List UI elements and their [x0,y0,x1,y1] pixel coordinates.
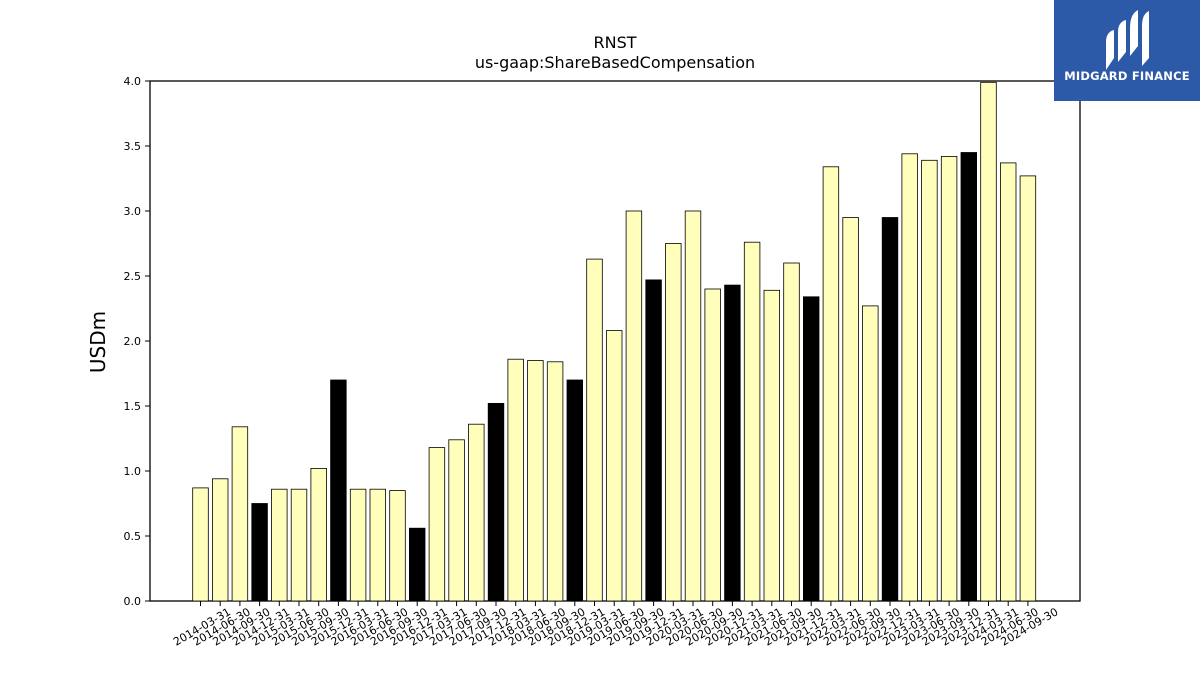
y-tick-label: 3.5 [124,140,142,153]
bar-2018-06-30 [527,360,544,602]
x-axis: 2014-03-312014-06-302014-09-302014-12-31… [171,601,1060,649]
bar-2015-09-30 [310,467,327,602]
y-tick-label: 3.0 [124,205,142,218]
bar-2023-03-31 [901,153,918,602]
bar-2019-12-31 [645,279,662,602]
bar-2022-03-31 [822,166,840,602]
y-tick-label: 1.5 [124,400,142,413]
y-tick-label: 1.0 [124,465,142,478]
bar-2015-03-31 [271,488,288,602]
bar-2019-03-31 [586,258,603,602]
bar-2021-03-31 [743,241,761,602]
bar-2014-03-31 [192,487,209,602]
bar-2021-12-31 [803,296,820,602]
y-tick-label: 0.5 [124,530,142,543]
y-axis: 0.0 0.5 1.0 1.5 2.0 2.5 3.0 3.5 4.0 [124,75,150,608]
y-tick-label: 4.0 [124,75,142,88]
bar-2024-09-30 [1019,175,1037,602]
bar-2023-12-31 [960,152,978,602]
bar-2023-06-30 [921,159,938,602]
bar-2021-09-30 [783,262,800,602]
bar-2017-09-30 [468,423,485,602]
y-tick-label: 2.5 [124,270,142,283]
bar-2015-12-31 [330,379,347,602]
bar-2016-03-31 [349,488,367,602]
bar-2024-03-31 [980,81,997,602]
chart-subtitle: us-gaap:ShareBasedCompensation [475,53,755,72]
bar-2014-12-31 [251,503,268,602]
bar-2024-06-30 [1000,162,1017,602]
bar-2018-09-30 [546,361,564,602]
bar-2018-12-31 [566,379,584,602]
bar-2019-06-30 [606,330,623,602]
bar-2022-06-30 [842,217,859,602]
bar-2016-06-30 [369,488,387,602]
bar-2020-12-31 [724,284,741,602]
bar-2017-06-30 [448,439,465,602]
bar-2015-06-30 [290,488,308,602]
bar-2022-12-31 [881,217,899,602]
bar-2023-09-30 [940,155,958,602]
bar-2021-06-30 [763,289,781,602]
chart-title: RNST [593,33,636,52]
bar-2019-09-30 [625,210,643,602]
bar-2016-12-31 [408,527,426,602]
y-tick-label: 0.0 [124,595,142,608]
bars [192,81,1037,602]
bar-2022-09-30 [862,305,879,602]
bar-2018-03-31 [507,358,524,602]
bar-2016-09-30 [389,490,406,602]
bar-2020-09-30 [704,288,721,602]
y-tick-label: 2.0 [124,335,142,348]
bar-2020-03-31 [665,243,682,602]
logo-text: MIDGARD FINANCE [1064,69,1190,83]
brand-logo: MIDGARD FINANCE [1054,0,1200,101]
y-axis-label: USDm [86,311,110,373]
bar-2017-12-31 [487,402,505,602]
bar-2014-06-30 [211,478,229,602]
midgard-logo-icon [1106,10,1149,70]
bar-2017-03-31 [428,447,446,602]
bar-2020-06-30 [684,210,702,602]
bar-2014-09-30 [231,426,249,602]
